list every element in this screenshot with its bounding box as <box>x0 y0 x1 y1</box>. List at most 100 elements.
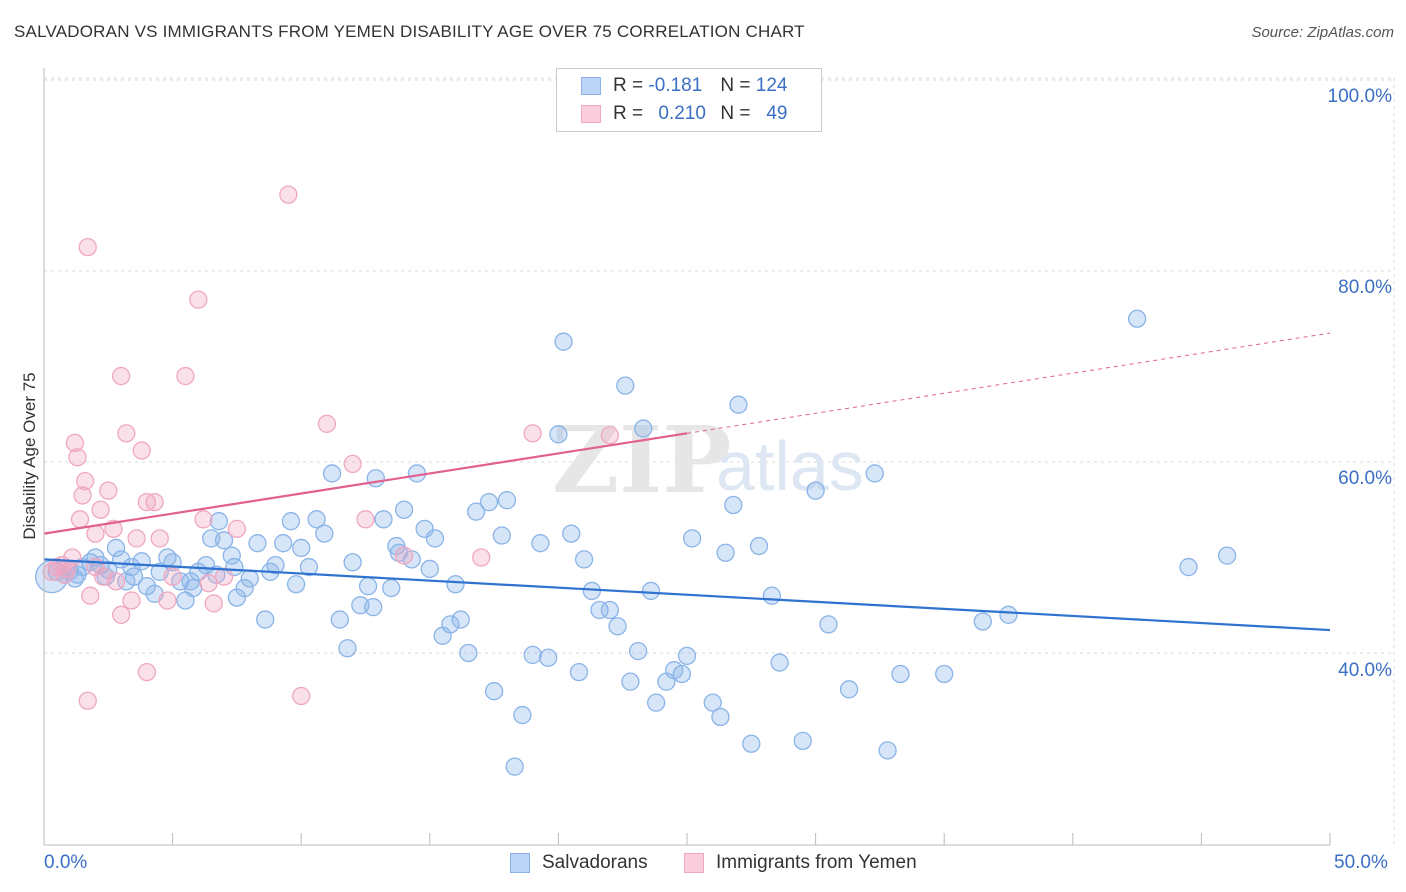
trend-line-salvadorans <box>43 558 1331 632</box>
yemen-point <box>214 567 234 586</box>
salvadoran-point <box>569 662 589 682</box>
salvadoran-point <box>505 757 524 776</box>
yemen-point <box>150 529 169 548</box>
yemen-point <box>317 414 337 433</box>
legend-row-salvadorans: R = -0.181 N = 124 <box>581 73 787 99</box>
yemen-point <box>70 510 90 529</box>
y-axis-label: Disability Age Over 75 <box>20 372 39 540</box>
salvadoran-point <box>394 500 414 519</box>
legend-swatch-pink <box>581 105 601 123</box>
salvadoran-point <box>973 612 992 631</box>
bottom-legend-swatch-blue <box>510 853 530 873</box>
salvadoran-point <box>479 492 499 512</box>
salvadoran-point <box>935 664 954 684</box>
legend-n-value: 124 <box>755 75 788 96</box>
legend-n-label: N = <box>720 75 751 96</box>
yemen-point <box>227 519 247 538</box>
salvadoran-point <box>181 572 200 591</box>
y-tick-60: 60.0% <box>1338 468 1392 489</box>
salvadoran-point <box>1127 309 1147 328</box>
yemen-point <box>91 500 110 519</box>
salvadoran-point <box>425 529 445 548</box>
legend-row-yemen: R = 0.210 N = 49 <box>581 101 787 127</box>
yemen-point <box>122 591 141 610</box>
salvadoran-point <box>574 550 594 569</box>
salvadoran-point <box>382 578 401 598</box>
salvadoran-point <box>1179 557 1198 577</box>
yemen-point <box>112 605 131 624</box>
yemen-point <box>63 548 82 567</box>
salvadoran-point <box>222 546 241 565</box>
axes <box>43 68 1331 846</box>
watermark-atlas: atlas <box>716 427 864 505</box>
bottom-legend-label: Immigrants from Yemen <box>716 852 917 873</box>
salvadoran-point <box>729 395 748 414</box>
bottom-legend-label: Salvadorans <box>542 852 648 873</box>
trend-lines <box>43 332 1331 632</box>
salvadoran-point <box>459 643 478 663</box>
yemen-point <box>127 529 146 548</box>
yemen-point <box>137 492 157 512</box>
yemen-point <box>117 424 136 443</box>
salvadoran-point <box>538 648 558 667</box>
yemen-point <box>158 591 177 610</box>
salvadoran-point <box>819 615 838 634</box>
salvadoran-point <box>441 615 460 634</box>
yemen-point <box>68 448 87 467</box>
yemen-point <box>472 548 491 567</box>
salvadoran-point <box>608 617 627 636</box>
source-label: Source: ZipAtlas.com <box>1251 24 1394 41</box>
bottom-legend-swatch-pink <box>684 853 704 873</box>
yemen-point <box>78 691 97 710</box>
yemen-point <box>132 441 151 460</box>
salvadoran-point <box>641 581 661 601</box>
salvadoran-point <box>724 495 743 515</box>
salvadoran-point <box>492 526 511 545</box>
y-tick-80: 80.0% <box>1338 277 1392 298</box>
salvadoran-point <box>806 481 825 500</box>
salvadoran-point <box>749 536 769 556</box>
salvadoran-point <box>793 731 812 751</box>
salvadoran-point <box>891 664 910 684</box>
salvadoran-point <box>677 646 697 666</box>
yemen-point <box>204 594 223 613</box>
yemen-point <box>86 524 105 543</box>
salvadoran-point <box>446 575 465 594</box>
yemen-point <box>394 546 414 565</box>
salvadoran-point <box>330 610 349 629</box>
salvadoran-point <box>523 645 542 665</box>
salvadoran-point <box>616 376 635 395</box>
salvadoran-point <box>621 672 640 691</box>
yemen-points <box>42 185 619 710</box>
yemen-point <box>145 492 164 512</box>
salvadoran-point <box>672 664 692 684</box>
salvadoran-point <box>466 502 486 521</box>
x-tick-max: 50.0% <box>1334 852 1388 873</box>
yemen-point <box>194 510 213 529</box>
salvadoran-point <box>878 741 897 760</box>
salvadoran-point <box>122 557 141 577</box>
salvadoran-point <box>703 693 722 712</box>
salvadoran-point <box>65 569 85 588</box>
salvadoran-point <box>227 588 247 607</box>
legend-swatch-blue <box>581 77 601 95</box>
salvadoran-point <box>315 524 334 543</box>
yemen-point <box>292 686 311 706</box>
yemen-point <box>65 433 85 453</box>
yemen-point <box>279 185 298 204</box>
legend-r-label: R = <box>613 75 644 96</box>
yemen-point <box>176 366 195 386</box>
salvadoran-point <box>364 598 383 617</box>
y-tick-40: 40.0% <box>1338 660 1392 681</box>
salvadoran-point <box>742 734 761 753</box>
x-tick-min: 0.0% <box>44 852 88 873</box>
salvadoran-point <box>513 705 532 725</box>
salvadoran-point <box>358 577 378 596</box>
yemen-point <box>73 486 92 505</box>
salvadoran-point <box>366 469 385 488</box>
yemen-point <box>189 290 208 309</box>
salvadoran-point <box>274 534 293 553</box>
salvadoran-point <box>562 524 581 543</box>
yemen-point <box>343 454 362 474</box>
salvadoran-point <box>682 529 702 548</box>
